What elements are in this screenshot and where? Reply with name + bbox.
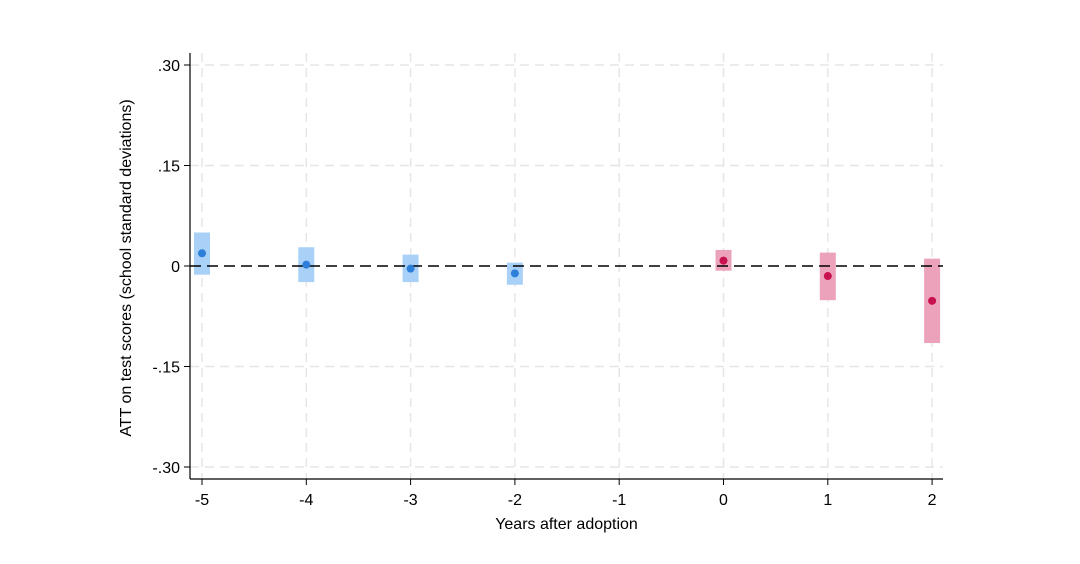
x-axis-title: Years after adoption xyxy=(495,516,638,533)
y-tick-label: .30 xyxy=(158,58,180,75)
point-estimate xyxy=(302,260,311,269)
point-estimate xyxy=(406,264,415,273)
ticks: -5 -4 -3 -2 -1 0 1 2 .30 .15 0 -.15 -.30 xyxy=(152,58,936,509)
x-tick-label: -5 xyxy=(195,492,209,509)
point-estimate xyxy=(198,249,206,258)
y-tick-label: .15 xyxy=(158,159,180,176)
x-tick-label: 2 xyxy=(928,492,937,509)
x-tick-label: -3 xyxy=(403,492,417,509)
x-tick-label: -4 xyxy=(299,492,313,509)
y-tick-label: -.15 xyxy=(152,360,180,377)
x-tick-label: -2 xyxy=(508,492,522,509)
x-tick-label: 1 xyxy=(823,492,832,509)
point-estimates xyxy=(198,249,937,305)
point-estimate xyxy=(719,256,728,265)
x-tick-label: 0 xyxy=(719,492,728,509)
y-tick-label: -.30 xyxy=(152,460,180,477)
point-estimate xyxy=(928,296,937,305)
y-axis-title: ATT on test scores (school standard devi… xyxy=(118,99,135,436)
point-estimate xyxy=(510,269,519,278)
y-tick-label: 0 xyxy=(171,259,180,276)
x-tick-label: -1 xyxy=(612,492,626,509)
point-estimate xyxy=(823,272,832,281)
